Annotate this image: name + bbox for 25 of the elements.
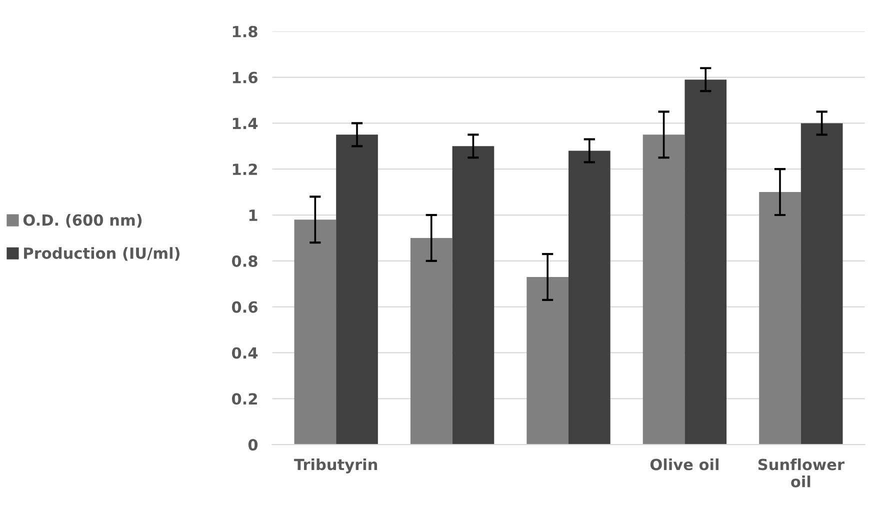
legend-label: Production (IU/ml) xyxy=(24,247,180,261)
bar xyxy=(759,192,801,445)
bar xyxy=(568,150,610,445)
y-tick-label: 0 xyxy=(248,439,258,451)
bar xyxy=(410,238,452,445)
bar xyxy=(526,276,569,445)
bar xyxy=(336,134,378,445)
bar xyxy=(642,134,685,445)
y-tick-label: 1.4 xyxy=(232,118,258,129)
y-tick-label: 0.4 xyxy=(232,347,258,359)
y-tick-label: 0.8 xyxy=(232,255,258,267)
bar xyxy=(452,146,494,445)
y-tick-label: 1.6 xyxy=(232,72,258,84)
y-tick-label: 1.2 xyxy=(232,164,257,175)
y-tick-label: 0.2 xyxy=(232,393,257,405)
y-tick-label: 1.8 xyxy=(232,26,258,38)
x-tick-label: Sunflower oil xyxy=(758,458,844,488)
bar xyxy=(294,220,336,445)
y-tick-label: 1 xyxy=(249,210,258,221)
y-tick-label: 0.6 xyxy=(232,301,258,313)
legend-label: O.D. (600 nm) xyxy=(23,214,142,228)
bar xyxy=(800,123,843,445)
x-tick-label: Olive oil xyxy=(650,458,718,470)
x-tick-label: Tributyrin xyxy=(294,458,378,474)
bar xyxy=(684,80,727,445)
